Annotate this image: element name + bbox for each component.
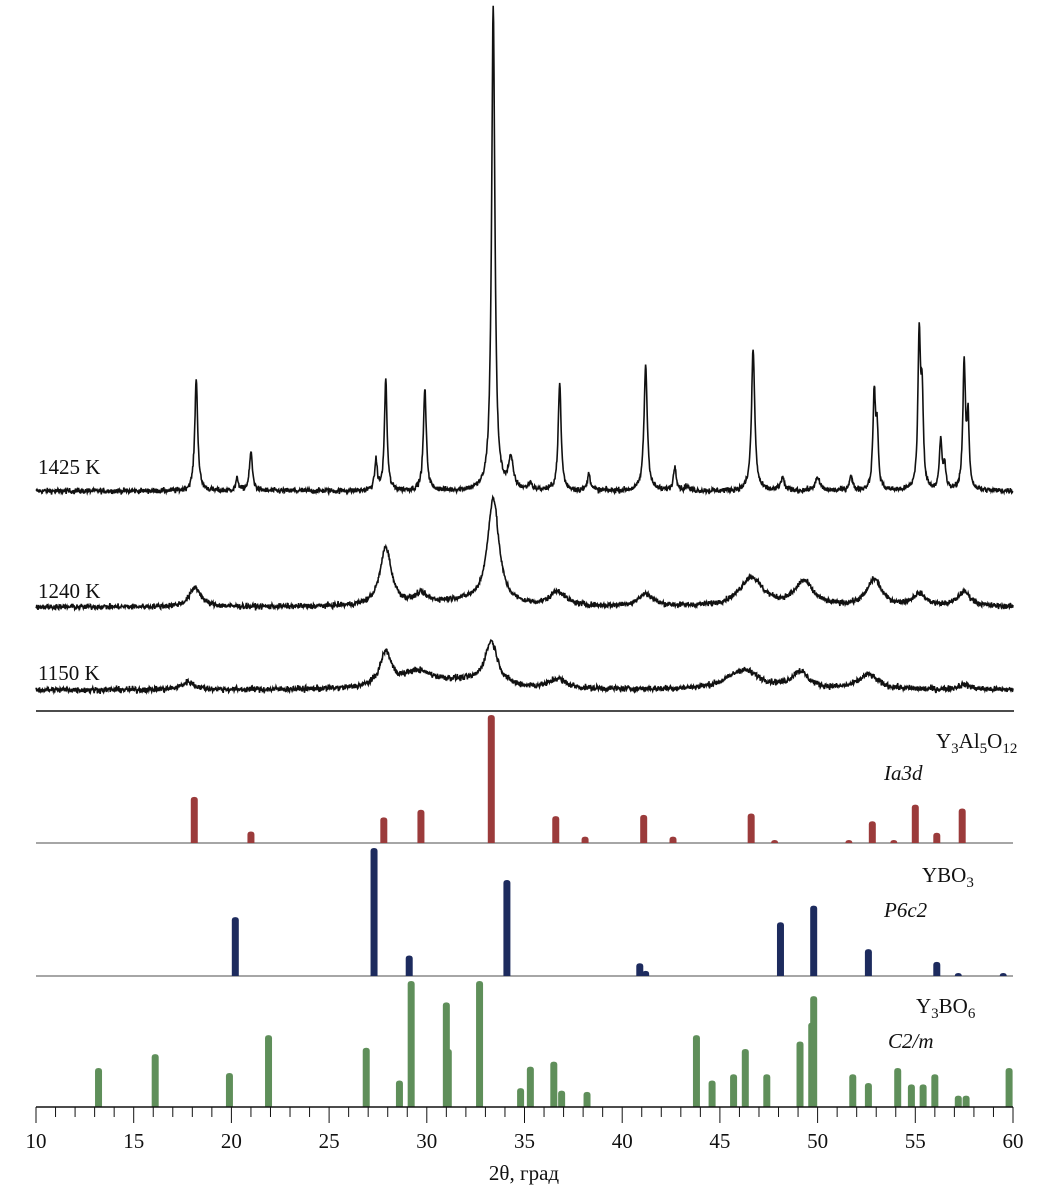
- reference-line: [362, 1047, 370, 1107]
- pattern-curve-1150-K: [35, 638, 1014, 696]
- reference-line: [911, 804, 919, 843]
- reference-line: [810, 996, 818, 1107]
- reference-line: [407, 981, 415, 1107]
- x-tick-label: 60: [1003, 1129, 1024, 1153]
- reference-line: [151, 1054, 159, 1107]
- reference-line: [894, 1067, 902, 1107]
- reference-line: [95, 1067, 103, 1107]
- reference-line: [776, 922, 784, 976]
- reference-line: [552, 816, 560, 843]
- reference-line: [247, 831, 255, 843]
- reference-line: [962, 1095, 970, 1107]
- reference-line: [476, 981, 484, 1107]
- reference-line: [395, 1080, 403, 1107]
- reference-line: [958, 808, 966, 843]
- space-group-label: P6c2: [883, 898, 928, 922]
- reference-line: [864, 949, 872, 976]
- reference-line: [907, 1084, 915, 1107]
- reference-line: [503, 880, 511, 976]
- reference-line: [692, 1035, 700, 1107]
- x-tick-label: 30: [416, 1129, 437, 1153]
- pattern-label: 1240 K: [38, 579, 100, 603]
- reference-line: [636, 963, 644, 976]
- reference-line: [265, 1035, 273, 1107]
- reference-line: [747, 813, 755, 843]
- reference-line: [868, 821, 876, 843]
- x-axis-label: 2θ, град: [489, 1161, 559, 1185]
- reference-line: [550, 1061, 558, 1107]
- x-tick-label: 25: [319, 1129, 340, 1153]
- x-axis: 10 15 20 25 30 35 40 45 50 55 60: [26, 1106, 1024, 1153]
- reference-line: [669, 836, 677, 843]
- space-group-label: Ia3d: [883, 761, 923, 785]
- reference-line: [558, 1090, 566, 1107]
- reference-line: [999, 973, 1007, 976]
- reference-line: [487, 715, 495, 843]
- reference-line: [954, 1095, 962, 1107]
- reference-line: [864, 1083, 872, 1107]
- reference-line: [526, 1066, 534, 1107]
- reference-line: [405, 955, 413, 976]
- reference-line: [708, 1080, 716, 1107]
- reference-line: [730, 1074, 738, 1107]
- reference-line: [190, 796, 198, 843]
- reference-line: [417, 809, 425, 843]
- measured-patterns: 1425 K 1240 K 1150 K: [35, 5, 1014, 696]
- pattern-label: 1150 K: [38, 661, 100, 685]
- x-tick-label: 40: [612, 1129, 633, 1153]
- x-tick-label: 15: [123, 1129, 144, 1153]
- reference-line: [933, 832, 941, 843]
- reference-line: [517, 1088, 525, 1107]
- pattern-curve-1425-K: [35, 5, 1014, 497]
- reference-line: [583, 1091, 591, 1107]
- phase-formula: Y3BO6: [916, 994, 976, 1022]
- reference-line: [380, 817, 388, 843]
- reference-patterns: Y3Al5O12 Ia3d YBO3 P6c2 Y3BO6 C2/m: [36, 715, 1017, 1107]
- reference-line: [231, 917, 239, 976]
- x-tick-label: 50: [807, 1129, 828, 1153]
- reference-line: [771, 840, 779, 843]
- reference-line: [849, 1074, 857, 1107]
- x-tick-label: 35: [514, 1129, 535, 1153]
- x-tick-label: 55: [905, 1129, 926, 1153]
- reference-line: [931, 1074, 939, 1107]
- phase-formula: YBO3: [922, 863, 974, 891]
- pattern-label: 1425 K: [38, 455, 100, 479]
- space-group-label: C2/m: [888, 1029, 934, 1053]
- reference-line: [225, 1072, 233, 1107]
- reference-line: [810, 905, 818, 976]
- phase-formula: Y3Al5O12: [936, 729, 1017, 757]
- reference-line: [581, 836, 589, 843]
- reference-line: [370, 848, 378, 976]
- pattern-curve-1240-K: [35, 494, 1014, 612]
- reference-line: [642, 970, 650, 976]
- reference-line: [890, 840, 898, 843]
- x-tick-label: 10: [26, 1129, 47, 1153]
- reference-line: [444, 1049, 452, 1107]
- reference-line: [1005, 1067, 1013, 1107]
- reference-line: [640, 814, 648, 843]
- reference-line: [741, 1049, 749, 1107]
- reference-line: [845, 840, 853, 843]
- reference-line: [954, 973, 962, 976]
- reference-line: [919, 1084, 927, 1107]
- reference-line: [763, 1074, 771, 1107]
- x-tick-label: 45: [709, 1129, 730, 1153]
- x-tick-label: 20: [221, 1129, 242, 1153]
- reference-line: [933, 961, 941, 976]
- reference-line: [796, 1041, 804, 1107]
